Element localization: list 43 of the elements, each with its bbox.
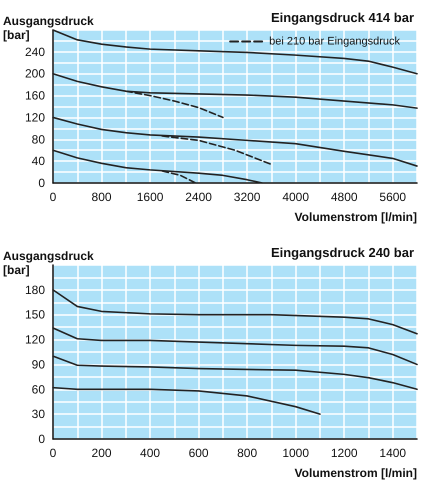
x-tick-label: 0	[50, 446, 57, 460]
y-tick-label: 150	[24, 308, 46, 322]
y-tick-label: 60	[32, 382, 46, 396]
y-tick-label: 240	[24, 44, 46, 59]
line-series	[52, 149, 264, 184]
x-tick-label: 5600	[379, 190, 406, 204]
y-tick-label: 160	[24, 88, 46, 103]
y-tick-label: 200	[24, 66, 46, 81]
line-series	[52, 327, 418, 366]
y-tick-label: 0	[38, 176, 46, 190]
y-axis-title: Ausgangsdruck [bar]	[3, 249, 94, 277]
x-tick-label: 0	[50, 190, 57, 204]
x-tick-label: 2400	[185, 190, 212, 204]
y-tick-label: 180	[24, 282, 46, 297]
line-series	[52, 289, 418, 335]
chart-title: Eingangsdruck 414 bar	[270, 10, 414, 25]
legend-label: bei 210 bar Eingangsdruck	[269, 36, 400, 48]
x-tick-label: 800	[92, 190, 112, 204]
x-tick-label: 1000	[282, 446, 310, 460]
x-tick-label: 1600	[136, 190, 164, 204]
y-tick-label: 90	[32, 357, 46, 372]
x-axis-title: Volumenstrom [l/min]	[294, 466, 417, 480]
y-tick-label: 120	[24, 110, 46, 124]
x-tick-label: 400	[140, 446, 160, 460]
line-series	[52, 355, 418, 390]
y-tick-label: 120	[24, 332, 46, 347]
y-axis-title: Ausgangsdruck [bar]	[3, 14, 94, 42]
line-series	[52, 386, 321, 415]
line-series	[52, 116, 418, 167]
x-tick-label: 200	[92, 446, 112, 460]
y-tick-label: 80	[32, 132, 46, 146]
x-tick-label: 4000	[282, 190, 310, 204]
y-tick-label: 40	[32, 154, 46, 168]
x-tick-label: 3200	[234, 190, 261, 204]
x-tick-label: 1200	[330, 446, 358, 460]
x-tick-label: 600	[188, 446, 209, 460]
x-tick-label: 4800	[330, 190, 358, 204]
y-tick-label: 0	[38, 432, 46, 446]
x-tick-label: 800	[237, 446, 258, 460]
y-tick-label: 30	[32, 407, 46, 422]
x-tick-label: 1400	[379, 446, 406, 460]
chart-title: Eingangsdruck 240 bar	[270, 245, 414, 260]
x-axis-title: Volumenstrom [l/min]	[294, 210, 417, 224]
